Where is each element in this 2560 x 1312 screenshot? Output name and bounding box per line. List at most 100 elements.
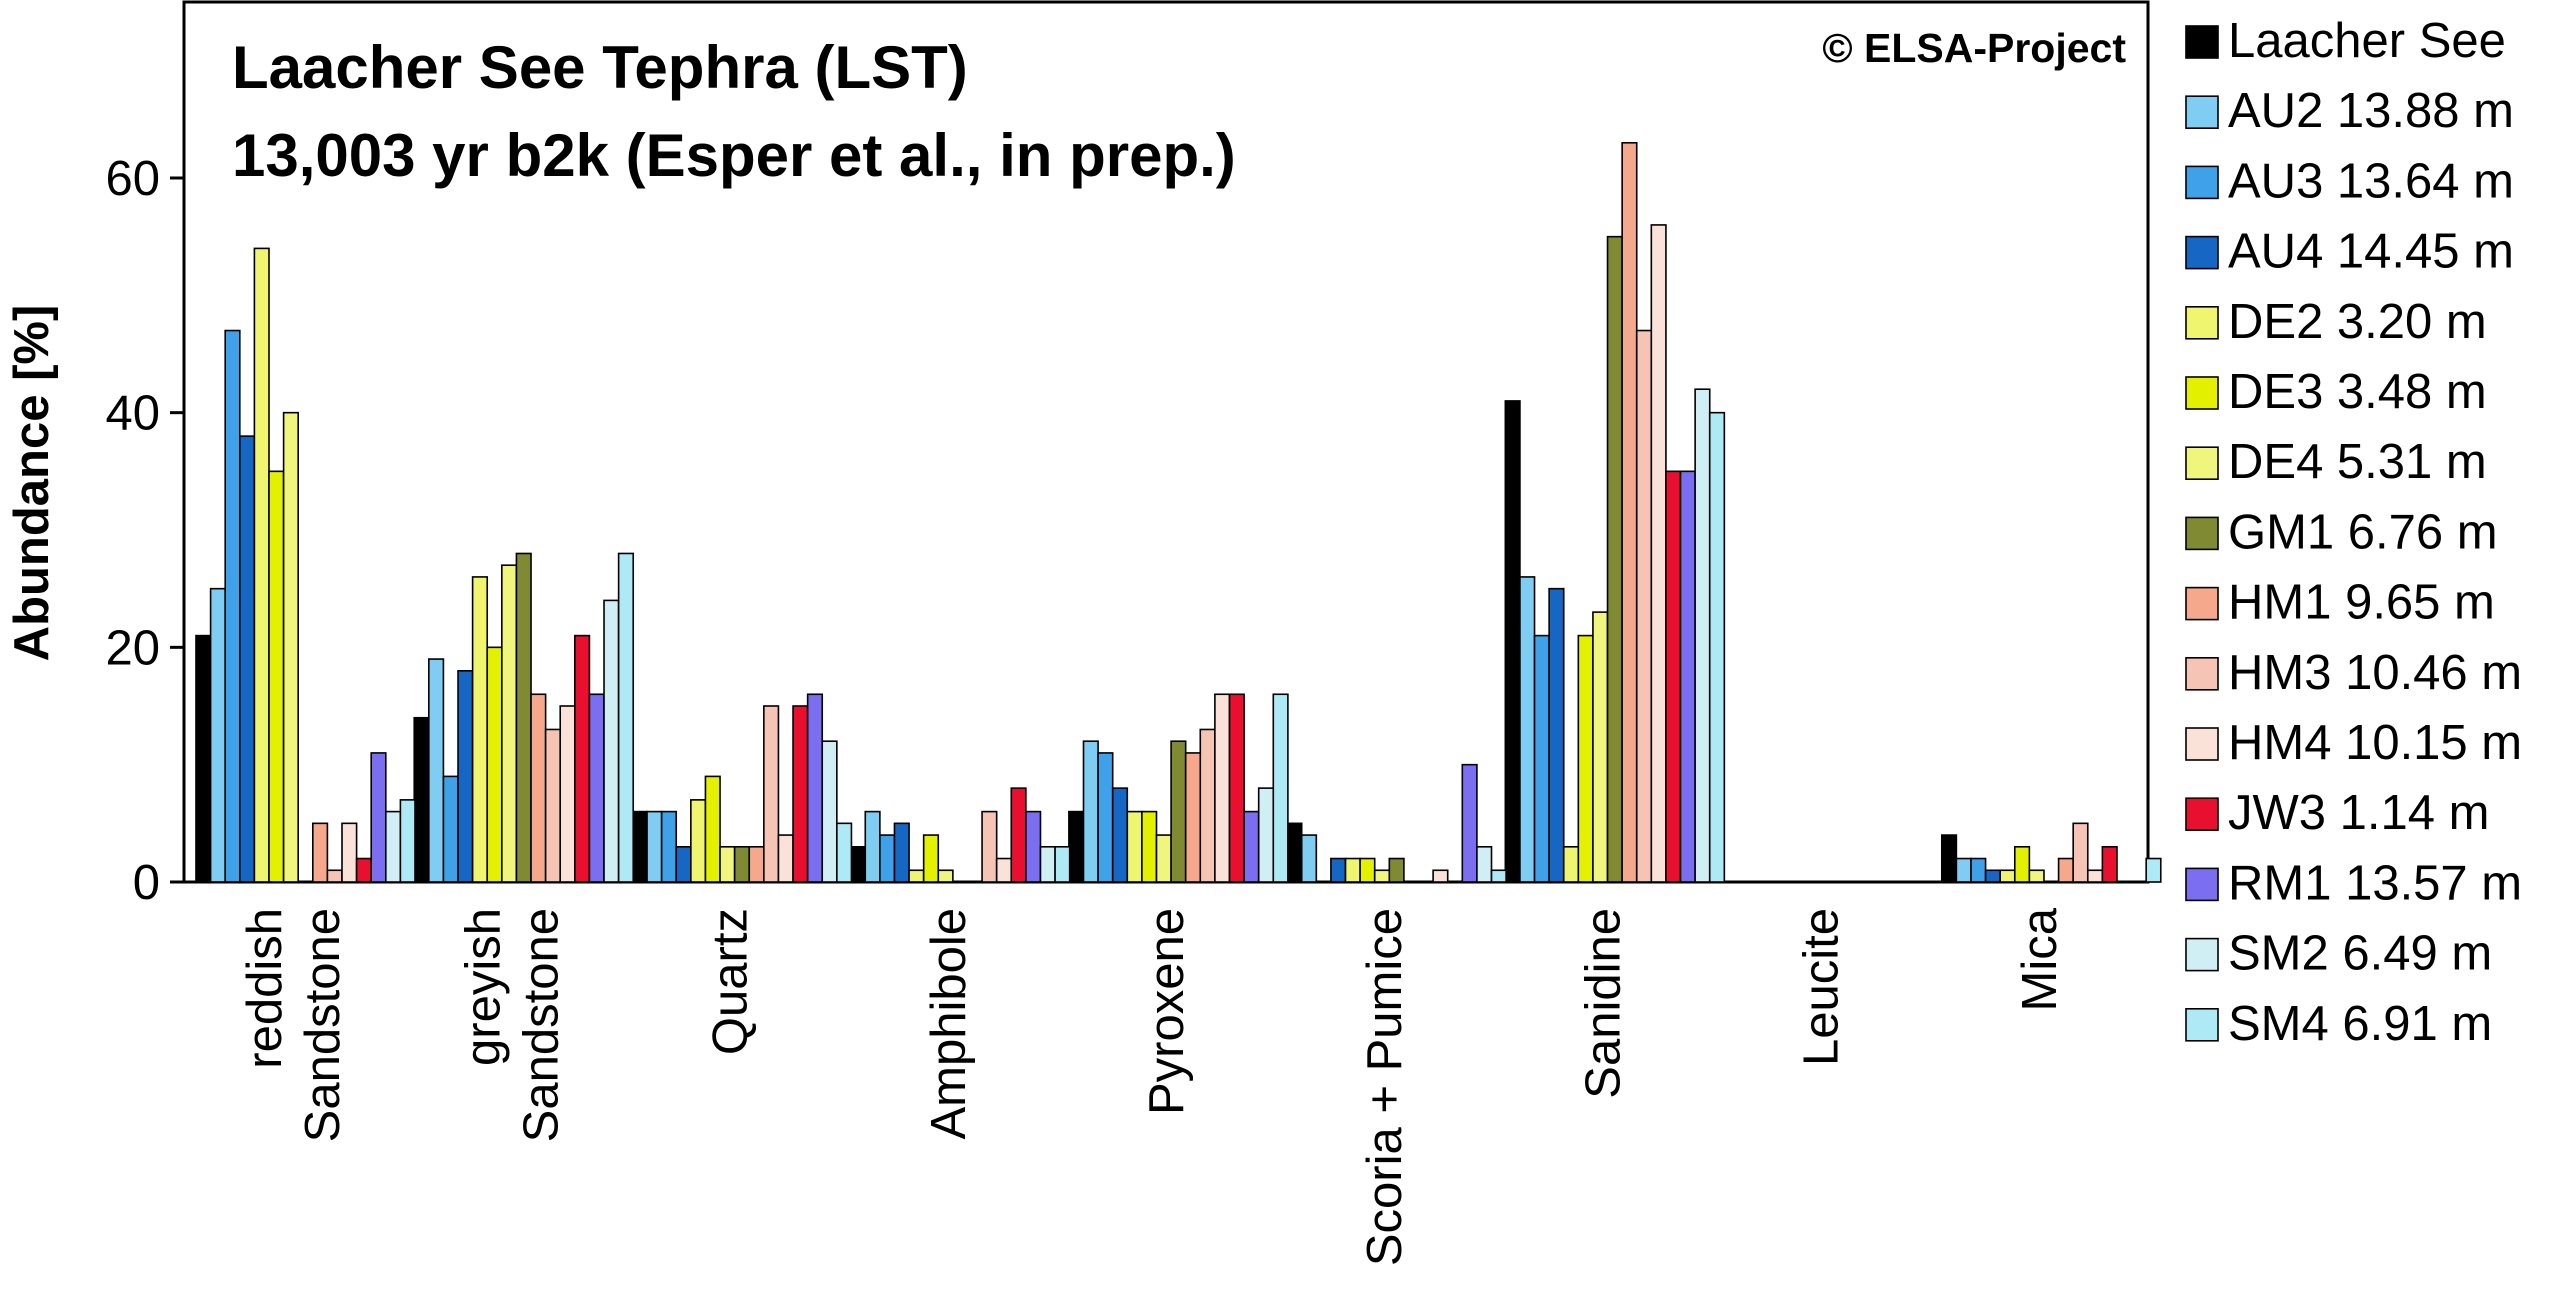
copyright-annotation: © ELSA-Project (1822, 25, 2126, 71)
legend-swatch (2185, 516, 2219, 551)
legend-label: DE4 5.31 m (2228, 435, 2487, 489)
legend-label: HM3 10.46 m (2228, 646, 2522, 700)
legend-label: JW3 1.14 m (2228, 786, 2489, 840)
chart-titles: Laacher See Tephra (LST) 13,003 yr b2k (… (232, 25, 2126, 189)
bar (1286, 822, 1303, 883)
bar (2086, 869, 2104, 883)
bar (922, 834, 940, 883)
bar (1955, 857, 1972, 883)
bar (1504, 400, 1521, 883)
bar (1039, 845, 1056, 883)
bar (486, 646, 503, 883)
bar (224, 329, 241, 883)
bar (1562, 845, 1580, 883)
legend-swatch (2185, 235, 2219, 270)
bar (1679, 470, 1696, 883)
bar (544, 728, 562, 883)
bar (1519, 576, 1536, 883)
bar (1665, 470, 1682, 883)
bar (1650, 224, 1667, 883)
bar (311, 822, 329, 883)
bar (733, 845, 751, 883)
bar (1533, 634, 1550, 883)
bar (1010, 787, 1027, 883)
x-tick-label: Sanidine (1576, 908, 1630, 1099)
x-tick-label: greyish (456, 908, 510, 1066)
legend-label: RM1 13.57 m (2228, 856, 2522, 910)
legend-label: DE2 3.20 m (2228, 295, 2487, 349)
legend-swatch (2185, 1007, 2219, 1042)
bar (763, 705, 780, 883)
bar (1970, 857, 1987, 883)
bar (1141, 810, 1158, 883)
x-tick-label: Scoria + Pumice (1358, 908, 1412, 1266)
bar (471, 576, 489, 883)
x-tick-label: reddish (238, 908, 292, 1069)
y-axis: 0 20 40 60 (105, 152, 184, 910)
legend-swatch (2185, 867, 2219, 902)
bar (1214, 693, 1231, 883)
bar (1635, 329, 1653, 883)
bar (908, 869, 925, 883)
bar (893, 822, 910, 883)
bars (195, 142, 2162, 883)
bar (195, 634, 212, 883)
bar (2072, 822, 2089, 883)
bar (690, 799, 707, 883)
bar (603, 599, 620, 883)
bar (1257, 787, 1275, 883)
bar (1126, 810, 1143, 883)
bar (1940, 834, 1958, 883)
bar (1461, 763, 1478, 883)
bar (1199, 728, 1216, 883)
bar (995, 857, 1013, 883)
bar (792, 705, 809, 883)
bar (937, 869, 954, 883)
legend-swatch (2185, 656, 2219, 691)
bar (341, 822, 358, 883)
legend-label: GM1 6.76 m (2228, 505, 2498, 559)
bar (1694, 388, 1711, 883)
x-tick-label: Sandstone (514, 908, 568, 1142)
x-tick-label: Mica (2013, 907, 2067, 1011)
bar (2145, 857, 2162, 883)
bar (413, 716, 430, 883)
bar (2013, 845, 2031, 883)
legend-swatch (2185, 727, 2219, 761)
bar (646, 810, 663, 883)
x-tick-label: Leucite (1795, 908, 1849, 1066)
y-tick-label: 40 (105, 387, 160, 441)
x-tick-label: Amphibole (922, 908, 976, 1140)
bar (1621, 142, 1638, 883)
legend-label: Laacher See (2228, 14, 2506, 68)
bar (836, 822, 853, 883)
bar (1243, 810, 1260, 883)
bar (1097, 752, 1114, 883)
bar (1025, 810, 1042, 883)
legend-label: DE3 3.48 m (2228, 365, 2487, 419)
bar (1606, 235, 1623, 883)
legend-label: AU2 13.88 m (2228, 84, 2514, 138)
bar (530, 693, 547, 883)
x-tick-label: Quartz (704, 908, 758, 1055)
legend-swatch (2185, 95, 2219, 129)
bar (1111, 787, 1129, 883)
y-axis-label: Abundance [%] (5, 305, 59, 662)
bar (777, 834, 794, 883)
legend-swatch (2185, 376, 2219, 410)
bar (1068, 810, 1085, 883)
bar (559, 705, 576, 883)
bar (239, 435, 256, 883)
bar (268, 470, 285, 883)
bar (1476, 845, 1493, 883)
bar (1184, 752, 1202, 883)
bar (821, 740, 838, 883)
bar (588, 693, 605, 883)
bar (355, 857, 373, 883)
bar (879, 834, 896, 883)
bar (1170, 740, 1187, 883)
legend-swatch (2185, 937, 2219, 972)
bar (1344, 857, 1361, 883)
bar (515, 552, 532, 883)
